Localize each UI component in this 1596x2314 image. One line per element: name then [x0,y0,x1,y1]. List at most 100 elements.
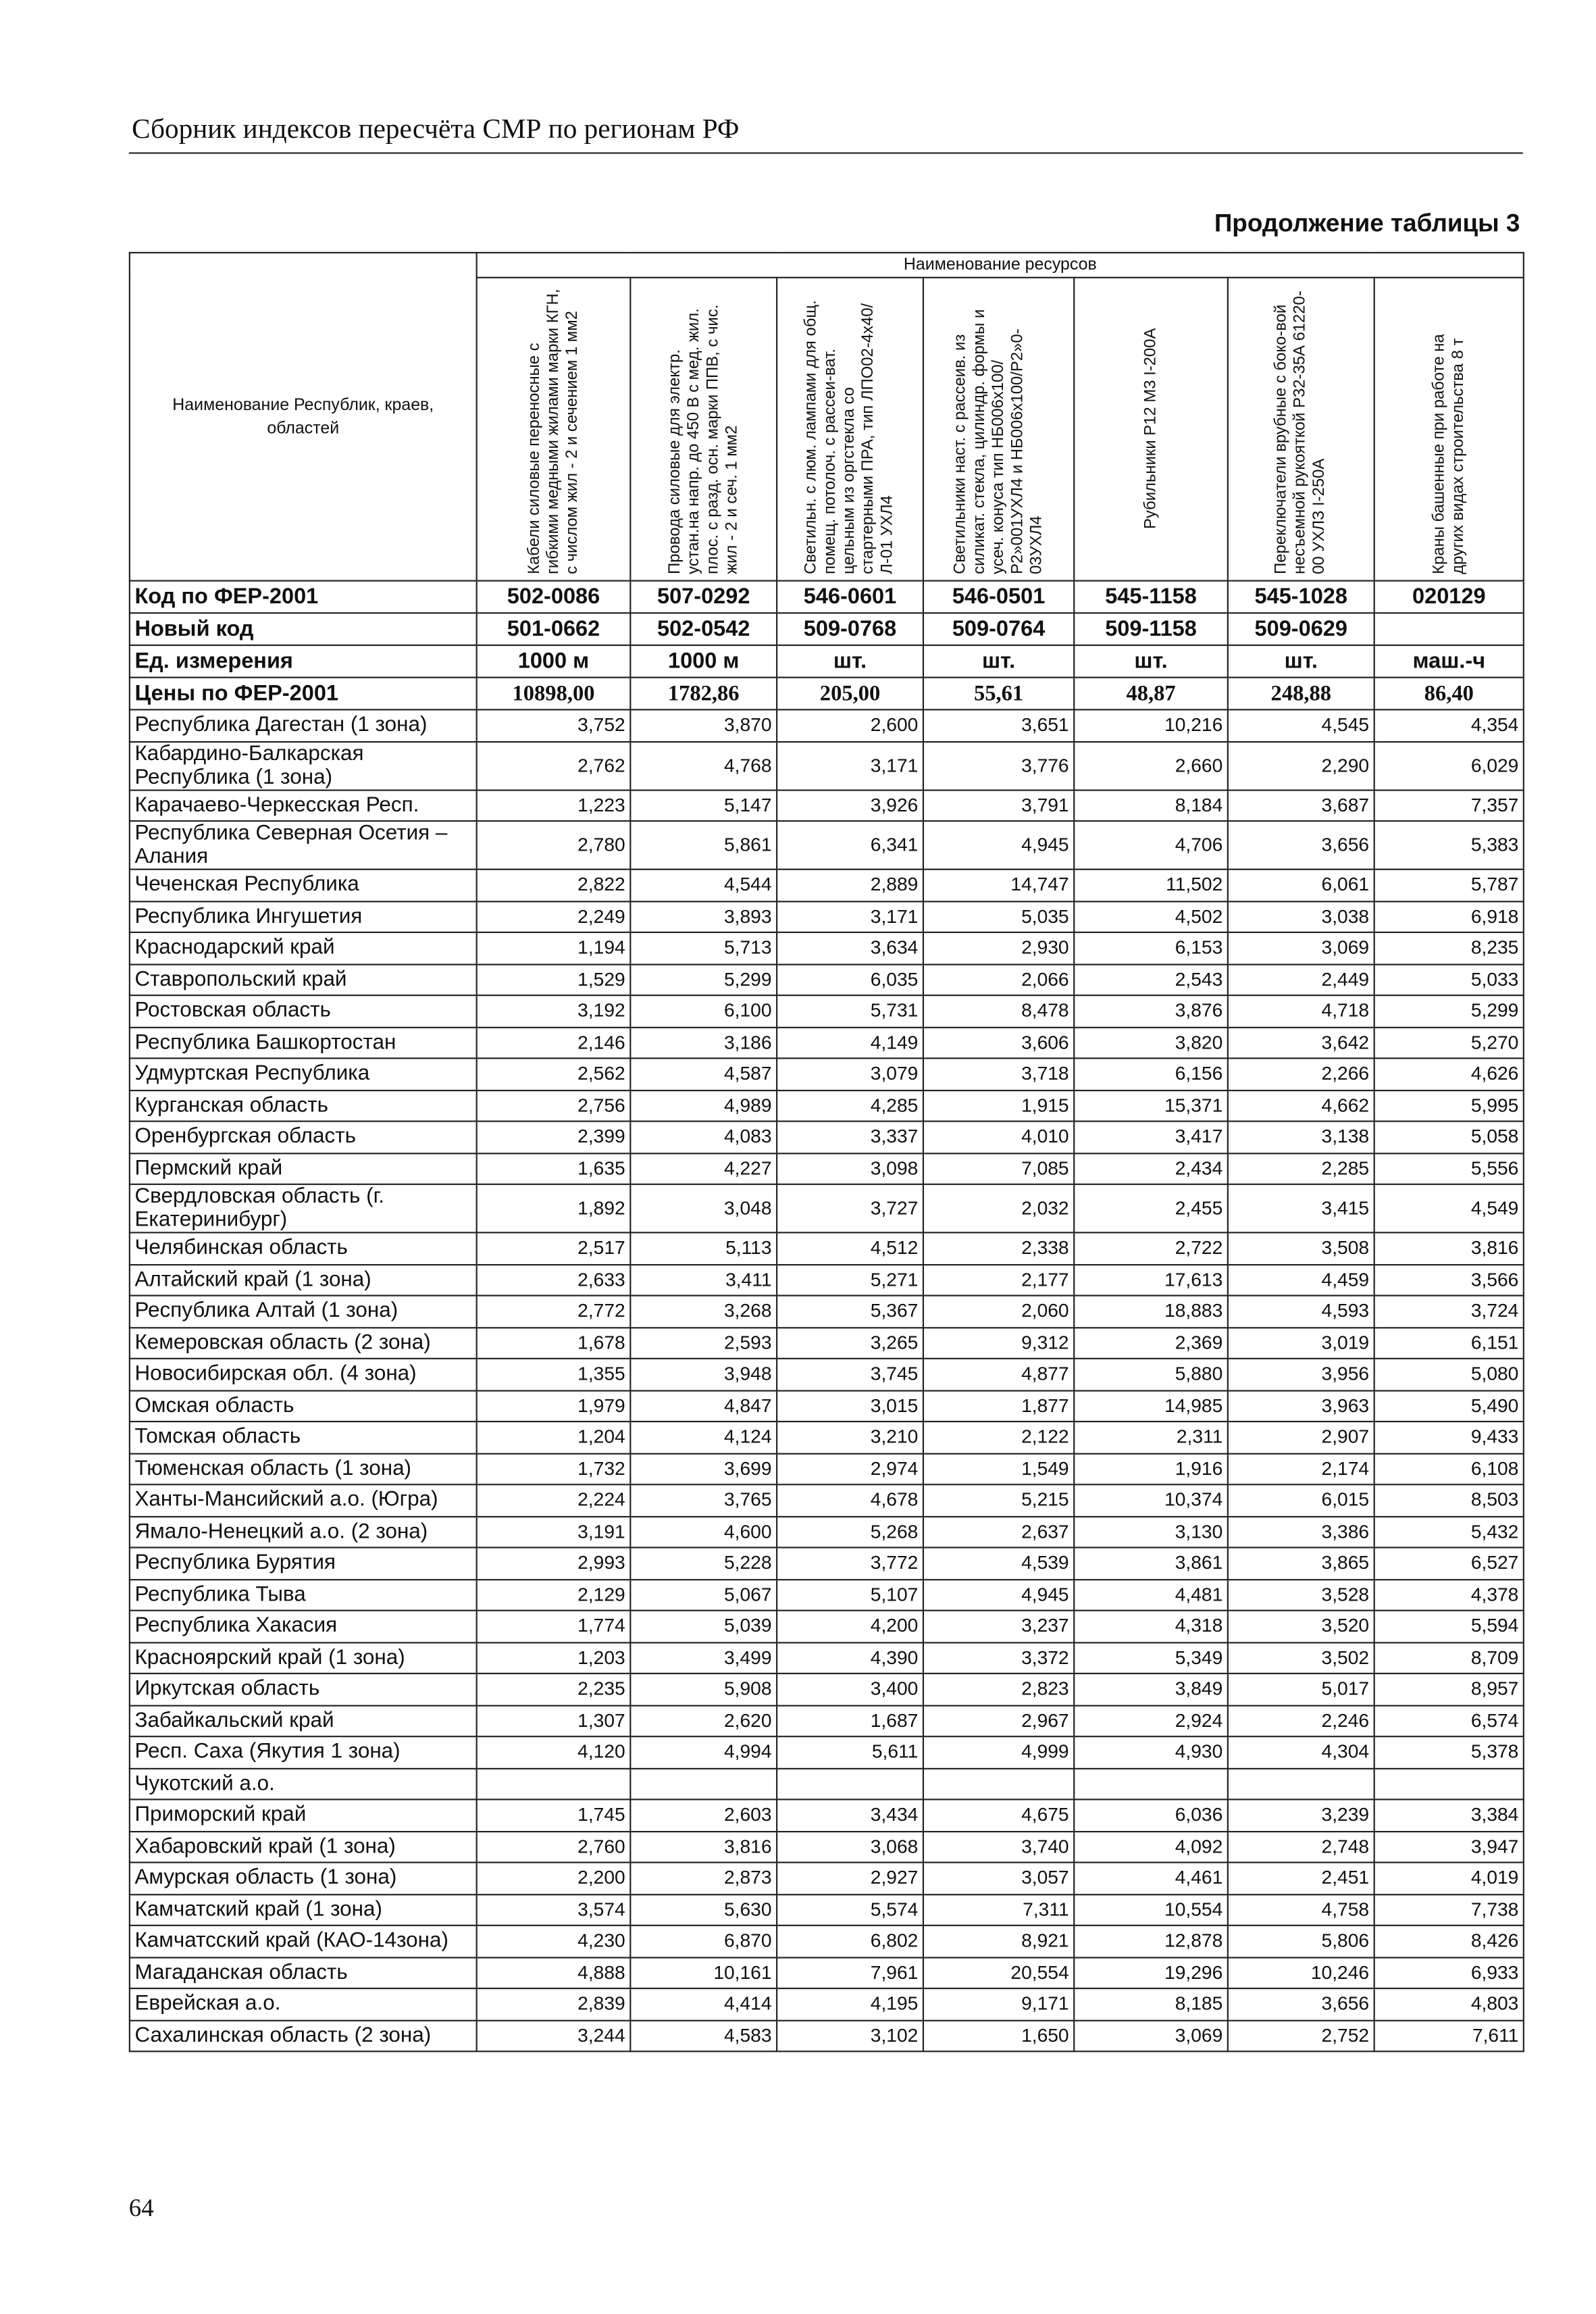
cell-value: 6,108 [1373,1452,1525,1486]
cell-empty [475,1767,632,1801]
cell-value: 8,235 [1373,931,1525,965]
cell-value: 7,961 [776,1956,925,1990]
cell-value: 5,299 [1373,995,1525,1028]
cell-value: 4,945 [922,1578,1075,1611]
cell-value: 2,285 [1227,1152,1375,1185]
cell-value: 2,369 [1073,1326,1229,1359]
column-header: Провода силовые для электр. устан.на нап… [629,276,778,582]
cell-value: 2,224 [475,1484,632,1517]
cell-label: Цены по ФЕР-2001 [128,676,478,711]
cell-value: 3,048 [629,1183,778,1234]
cell-value: 3,191 [475,1515,632,1549]
cell-value: 4,227 [629,1152,778,1185]
cell-value: 3,384 [1373,1799,1525,1832]
cell-value: 2,311 [1073,1420,1229,1454]
cell-value: 4,549 [1373,1183,1525,1234]
cell-value: 2,780 [475,820,632,870]
cell-value: 5,995 [1373,1088,1525,1122]
cell-value: 3,019 [1227,1326,1375,1359]
cell-value: 3,574 [475,1893,632,1926]
cell-label: Кабардино-Балкарская Республика (1 зона) [128,740,478,790]
cell-value: 2,633 [475,1263,632,1297]
cell-label: Иркутская область [128,1672,478,1706]
cell-value: 3,079 [776,1057,925,1091]
cell-label: Свердловская область (г. Екатеринибург) [128,1183,478,1234]
cell-value: 3,372 [922,1641,1075,1674]
cell-value: 3,415 [1227,1183,1375,1234]
cell-label: Республика Дагестан (1 зона) [128,709,478,743]
cell-value: 3,566 [1373,1263,1525,1297]
cell-value: 2,174 [1227,1452,1375,1486]
cell-value: 1,687 [776,1704,925,1738]
cell-value: 4,378 [1373,1578,1525,1611]
cell-value: 15,371 [1073,1088,1229,1122]
region-row: Карачаево-Черкесская Респ. 1,223 5,147 3,92… [128,788,1525,822]
cell-value: 1,194 [475,931,632,965]
cell-value: 3,816 [1373,1232,1525,1265]
cell-value: 4,230 [475,1924,632,1958]
cell-value: 2,823 [922,1672,1075,1706]
cell-value: 5,349 [1073,1641,1229,1674]
cell-label: Хабаровский край (1 зона) [128,1830,478,1863]
cell-value: 3,508 [1227,1232,1375,1265]
cell-value: 3,268 [629,1294,778,1328]
cell-value: 3,138 [1227,1120,1375,1154]
cell-label: Республика Тыва [128,1578,478,1611]
cell-value: 1,678 [475,1326,632,1359]
cell-value: 3,502 [1227,1641,1375,1674]
cell-value: 2,722 [1073,1232,1229,1265]
cell-value: 509-1158 [1073,612,1229,647]
cell-value: 6,035 [776,963,925,997]
column-header: Кабели силовые переносные с гибкими медн… [475,276,632,582]
cell-value: 3,926 [776,788,925,822]
cell-value: 1000 м [475,644,632,678]
cell-value: 2,449 [1227,963,1375,997]
region-row: Республика Бурятия 2,993 5,228 3,772 4,539 3,… [128,1546,1525,1580]
cell-value: 2,266 [1227,1057,1375,1091]
cell-label: Омская область [128,1389,478,1423]
region-row: Камчатский край (1 зона) 3,574 5,630 5,574 7… [128,1893,1525,1926]
column-header: Светильн. с люм. лампами для общ. помещ.… [776,276,925,582]
column-header-text: Кабели силовые переносные с гибкими медн… [525,288,581,574]
cell-value: 1,223 [475,788,632,822]
cell-value: 2,122 [922,1420,1075,1454]
cell-value: 2,752 [1227,2019,1375,2053]
cell-value: шт. [922,644,1075,678]
region-row: Томская область 1,204 4,124 3,210 2,122 2,311… [128,1420,1525,1454]
cell-label: Камчатский край (1 зона) [128,1893,478,1926]
cell-value: 7,085 [922,1152,1075,1185]
column-header-text: Краны башенные при работе на других вида… [1430,334,1467,574]
cell-value: 3,171 [776,900,925,933]
cell-value: 3,102 [776,2019,925,2053]
cell-value: 3,865 [1227,1546,1375,1580]
cell-value: маш.-ч [1373,644,1525,678]
cell-value: 5,594 [1373,1609,1525,1643]
cell-value: 5,574 [776,1893,925,1926]
cell-value: 3,861 [1073,1546,1229,1580]
cell-value: 2,200 [475,1861,632,1895]
cell-value: 4,092 [1073,1830,1229,1863]
region-row: Камчатсский край (КАО-14зона) 4,230 6,870 6… [128,1924,1525,1958]
cell-value: 2,756 [475,1088,632,1122]
cell-value: 5,080 [1373,1357,1525,1391]
cell-value: 546-0601 [776,580,925,614]
cell-value: 3,265 [776,1326,925,1359]
cell-value: 1,307 [475,1704,632,1738]
cell-value: 5,378 [1373,1736,1525,1769]
cell-value: 6,933 [1373,1956,1525,1990]
cell-value: 4,354 [1373,709,1525,743]
cell-value: 3,192 [475,995,632,1028]
cell-value: 3,069 [1073,2019,1229,2053]
cell-value: 2,032 [922,1183,1075,1234]
cell-value: 4,502 [1073,900,1229,933]
cell-value: 10,554 [1073,1893,1229,1926]
cell-value: 5,383 [1373,820,1525,870]
cell-value: 3,870 [629,709,778,743]
cell-value: 2,562 [475,1057,632,1091]
region-row: Республика Хакасия 1,774 5,039 4,200 3,237 4,… [128,1609,1525,1643]
cell-value: 2,543 [1073,963,1229,997]
cell-value: 6,341 [776,820,925,870]
cell-value: 3,791 [922,788,1075,822]
cell-value: 5,017 [1227,1672,1375,1706]
